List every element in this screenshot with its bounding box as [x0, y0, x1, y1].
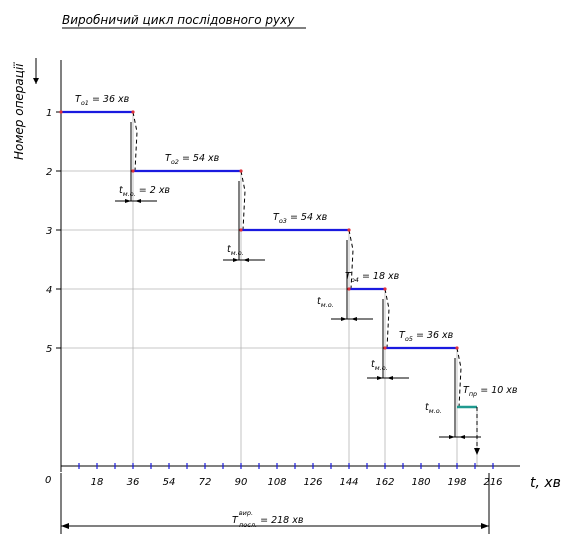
transfer-arrow-right-1	[135, 199, 141, 203]
x-tick-label-162: 162	[375, 477, 394, 488]
operation-end-marker-4	[383, 287, 387, 291]
transfer-arrow-left-3	[341, 317, 347, 321]
final-stage-arrow	[474, 448, 480, 455]
transfer-label-5: tм.о.	[425, 402, 442, 415]
transfer-label-3: tм.о.	[317, 296, 334, 309]
operation-label-5: To5 = 36 хв	[399, 330, 454, 343]
x-tick-label-144: 144	[339, 477, 358, 488]
transfer-drop-2	[240, 170, 246, 231]
operation-end-marker-1	[131, 110, 135, 114]
bar-layer	[59, 110, 480, 455]
operation-end-marker-3	[347, 228, 351, 232]
transfer-drop-1	[132, 111, 138, 172]
operation-label-3: To3 = 54 хв	[273, 212, 328, 225]
transfer-arrow-left-1	[125, 199, 131, 203]
total-duration-text: Tвир. посл. = 218 хв	[232, 509, 304, 529]
origin-label: 0	[45, 475, 51, 486]
operation-end-marker-5	[455, 346, 459, 350]
x-tick-label-108: 108	[267, 477, 286, 488]
transfer-arrow-left-4	[377, 376, 383, 380]
x-tick-layer: 18 36 54 72 90 108 126 144 162 180 198 216	[78, 463, 503, 488]
y-tick-label-2: 2	[46, 167, 52, 178]
transfer-layer	[115, 111, 481, 439]
operation-label-1: To1 = 36 хв	[75, 94, 130, 107]
total-dim-right-arrow	[481, 523, 489, 529]
operation-label-2: To2 = 54 хв	[165, 153, 220, 166]
operation-label-4: To4 = 18 хв	[345, 271, 400, 284]
transfer-arrow-left-2	[233, 258, 239, 262]
operation-start-marker-3	[239, 228, 243, 232]
operation-start-marker-1	[59, 110, 63, 114]
transfer-arrow-left-5	[449, 435, 455, 439]
x-tick-label-126: 126	[303, 477, 322, 488]
operation-start-marker-5	[383, 346, 387, 350]
final-stage-label: Tпр = 10 хв	[463, 385, 518, 398]
x-tick-label-180: 180	[411, 477, 430, 488]
diagram-title: Виробничий цикл послідовного руху	[62, 13, 295, 27]
x-tick-label-54: 54	[163, 477, 176, 488]
x-tick-label-90: 90	[235, 477, 248, 488]
total-dim-left-arrow	[61, 523, 69, 529]
total-duration-label: Tвир. посл. = 218 хв	[232, 509, 304, 529]
y-tick-label-3: 3	[46, 226, 52, 237]
transfer-label-4: tм.о.	[371, 359, 388, 372]
x-tick-label-18: 18	[91, 477, 104, 488]
operation-end-marker-2	[239, 169, 243, 173]
transfer-arrow-right-3	[351, 317, 357, 321]
y-tick-layer: 1 2 3 4 5	[46, 108, 61, 355]
transfer-arrow-right-4	[387, 376, 393, 380]
label-layer: To1 = 36 хв To2 = 54 хв To3 = 54 хв To4 = 1…	[75, 94, 518, 415]
transfer-arrow-right-2	[243, 258, 249, 262]
y-tick-label-1: 1	[46, 108, 52, 119]
x-axis-title: t, хв	[530, 475, 561, 491]
x-tick-label-216: 216	[483, 477, 502, 488]
transfer-label-1: tм.о. = 2 хв	[119, 185, 170, 198]
transfer-label-2: tм.о.	[227, 244, 244, 257]
grid-layer	[61, 112, 478, 466]
y-tick-label-5: 5	[46, 344, 52, 355]
y-axis-title: Номер операції	[12, 62, 26, 160]
transfer-drop-4	[384, 288, 390, 349]
x-tick-label-36: 36	[127, 477, 140, 488]
x-tick-label-198: 198	[447, 477, 466, 488]
x-tick-label-72: 72	[199, 477, 212, 488]
operation-start-marker-2	[131, 169, 135, 173]
operation-start-marker-4	[347, 287, 351, 291]
transfer-drop-5	[456, 347, 462, 408]
transfer-arrow-right-5	[459, 435, 465, 439]
y-tick-label-4: 4	[46, 285, 52, 296]
